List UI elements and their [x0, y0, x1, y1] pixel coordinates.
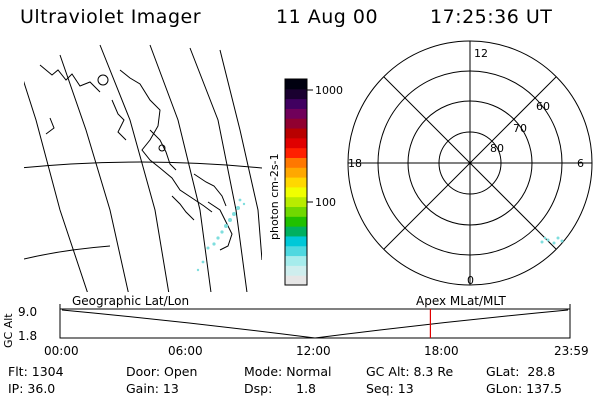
colorbar-unit-label: photon cm-2s-1	[268, 153, 281, 240]
colorbar-segment	[285, 118, 307, 129]
colorbar-segment	[285, 216, 307, 227]
polar-label-0: 0	[467, 274, 474, 287]
timeline-tick-1800: 18:00	[424, 344, 459, 358]
ip-value: IP: 36.0	[8, 381, 56, 396]
polar-label-18: 18	[348, 157, 362, 170]
mode-value: Mode: Normal	[244, 364, 332, 379]
apex-mlat-mlt-label: Apex MLat/MLT	[416, 294, 506, 308]
colorbar-segment	[285, 79, 307, 90]
colorbar-segment	[285, 137, 307, 149]
dsp-value: Dsp: 1.8	[244, 381, 317, 396]
gc-alt-top-value: 9.0	[18, 305, 38, 319]
colorbar-segment	[285, 186, 307, 198]
colorbar-segment	[285, 128, 307, 139]
glon-value: GLon: 137.5	[486, 381, 562, 396]
colorbar-segment	[285, 98, 307, 109]
colorbar-segment	[285, 196, 307, 208]
polar-label-6: 6	[577, 157, 584, 170]
gc-altitude-value: GC Alt: 8.3 Re	[366, 364, 454, 379]
colorbar-segment	[285, 108, 307, 119]
flight-number: Flt: 1304	[8, 364, 64, 379]
colorbar-segment	[285, 88, 307, 100]
colorbar-segment	[285, 235, 307, 247]
timeline-tick-0600: 06:00	[168, 344, 203, 358]
timeline-tick-2359: 23:59	[554, 344, 589, 358]
colorbar-segment	[285, 147, 307, 158]
sequence-value: Seq: 13	[366, 381, 414, 396]
polar-label-12: 12	[474, 47, 488, 60]
glat-value: GLat: 28.8	[486, 364, 556, 379]
instrument-title: Ultraviolet Imager	[20, 6, 202, 28]
timeline-tick-0000: 00:00	[44, 344, 79, 358]
polar-label-70: 70	[513, 122, 527, 135]
colorbar-tick-100: 100	[315, 196, 336, 209]
gain-value: Gain: 13	[126, 381, 179, 396]
gc-alt-bottom-value: 1.8	[18, 329, 38, 343]
colorbar-segment	[285, 265, 307, 276]
colorbar-segment	[285, 226, 307, 237]
date-label: 11 Aug 00	[276, 6, 379, 28]
colorbar-segment	[285, 167, 307, 178]
geographic-latlon-label: Geographic Lat/Lon	[72, 294, 190, 308]
colorbar-tick-1000: 1000	[315, 84, 343, 97]
door-status: Door: Open	[126, 364, 198, 379]
colorbar-segment	[285, 255, 307, 266]
polar-label-60: 60	[536, 100, 550, 113]
colorbar-segment	[285, 275, 307, 286]
colorbar-segment	[285, 177, 307, 188]
colorbar-segment	[285, 157, 307, 168]
colorbar-segment	[285, 206, 307, 217]
time-label: 17:25:36 UT	[430, 6, 553, 28]
polar-label-80: 80	[490, 142, 504, 155]
colorbar-segment	[285, 245, 307, 257]
timeline-tick-1200: 12:00	[296, 344, 331, 358]
